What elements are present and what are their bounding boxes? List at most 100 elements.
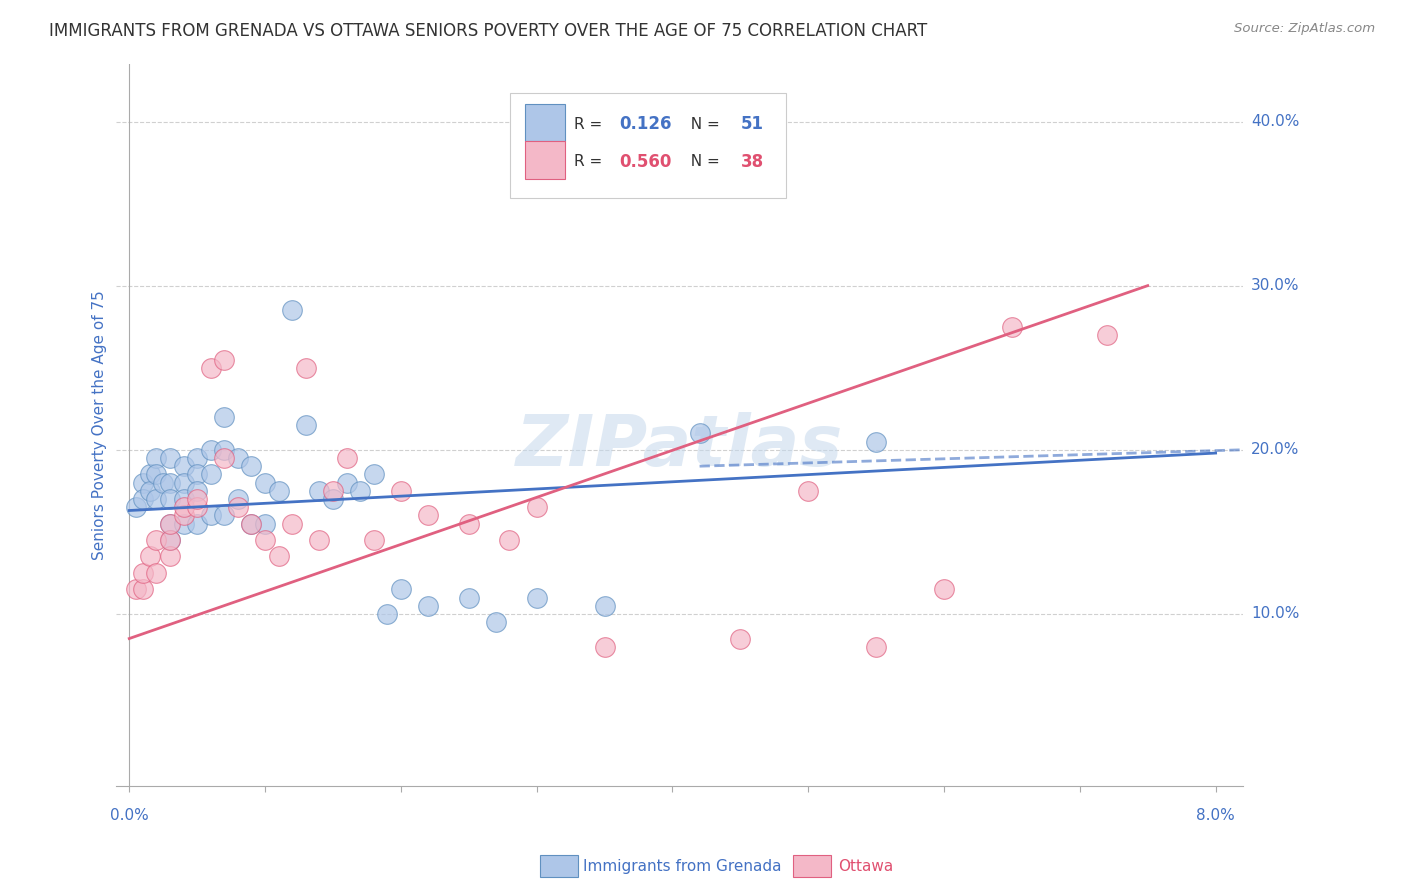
Point — [294, 360, 316, 375]
Point — [349, 483, 371, 498]
Point — [186, 450, 208, 465]
Point — [267, 549, 290, 564]
Text: 10.0%: 10.0% — [1251, 607, 1299, 622]
Point — [186, 491, 208, 506]
Y-axis label: Seniors Poverty Over the Age of 75: Seniors Poverty Over the Age of 75 — [93, 290, 107, 560]
Point — [152, 475, 174, 490]
Point — [159, 516, 181, 531]
FancyBboxPatch shape — [510, 93, 786, 198]
Point — [457, 516, 479, 531]
Text: 0.560: 0.560 — [620, 153, 672, 170]
Point — [363, 533, 385, 547]
Point — [281, 516, 304, 531]
Text: 40.0%: 40.0% — [1251, 114, 1299, 129]
Point — [498, 533, 520, 547]
Point — [294, 418, 316, 433]
Point — [254, 516, 277, 531]
Text: Ottawa: Ottawa — [838, 859, 893, 873]
Point — [689, 426, 711, 441]
Point — [416, 508, 439, 523]
Point — [593, 599, 616, 613]
Point — [254, 533, 277, 547]
Point — [145, 450, 167, 465]
Point — [214, 409, 236, 424]
Text: R =: R = — [575, 117, 607, 131]
Point — [159, 533, 181, 547]
Point — [200, 442, 222, 457]
Point — [932, 582, 955, 597]
Point — [240, 516, 263, 531]
Point — [138, 549, 160, 564]
FancyBboxPatch shape — [524, 103, 565, 141]
Text: 8.0%: 8.0% — [1197, 808, 1234, 823]
Point — [308, 483, 330, 498]
Point — [322, 483, 344, 498]
Point — [173, 500, 195, 515]
Point — [186, 467, 208, 482]
Text: 0.0%: 0.0% — [110, 808, 149, 823]
Point — [159, 516, 181, 531]
Text: 51: 51 — [741, 115, 765, 133]
Point — [173, 475, 195, 490]
Point — [132, 582, 155, 597]
Point — [526, 591, 548, 605]
FancyBboxPatch shape — [793, 855, 831, 877]
Point — [138, 483, 160, 498]
Text: Source: ZipAtlas.com: Source: ZipAtlas.com — [1234, 22, 1375, 36]
Text: 30.0%: 30.0% — [1251, 278, 1299, 293]
Point — [159, 450, 181, 465]
Point — [1001, 319, 1024, 334]
Point — [1095, 327, 1118, 342]
Point — [159, 491, 181, 506]
Point — [389, 582, 412, 597]
Point — [186, 500, 208, 515]
Point — [173, 459, 195, 474]
FancyBboxPatch shape — [540, 855, 578, 877]
Point — [173, 491, 195, 506]
Point — [335, 450, 357, 465]
FancyBboxPatch shape — [524, 141, 565, 179]
Text: N =: N = — [682, 154, 725, 169]
Text: 20.0%: 20.0% — [1251, 442, 1299, 458]
Text: Immigrants from Grenada: Immigrants from Grenada — [583, 859, 782, 873]
Point — [159, 475, 181, 490]
Text: R =: R = — [575, 154, 607, 169]
Point — [186, 483, 208, 498]
Point — [797, 483, 820, 498]
Point — [363, 467, 385, 482]
Point — [375, 607, 398, 621]
Point — [125, 582, 148, 597]
Point — [173, 516, 195, 531]
Point — [145, 533, 167, 547]
Point — [145, 566, 167, 580]
Point — [159, 533, 181, 547]
Point — [145, 467, 167, 482]
Point — [730, 632, 752, 646]
Point — [159, 549, 181, 564]
Point — [226, 450, 249, 465]
Point — [200, 467, 222, 482]
Point — [200, 360, 222, 375]
Point — [865, 434, 887, 449]
Point — [335, 475, 357, 490]
Point — [132, 475, 155, 490]
Point — [214, 508, 236, 523]
Text: ZIPatlas: ZIPatlas — [516, 412, 844, 482]
Point — [457, 591, 479, 605]
Point — [240, 459, 263, 474]
Point — [145, 491, 167, 506]
Point — [200, 508, 222, 523]
Point — [132, 491, 155, 506]
Point — [485, 615, 508, 629]
Point — [226, 491, 249, 506]
Point — [281, 303, 304, 318]
Point — [593, 640, 616, 654]
Point — [173, 508, 195, 523]
Point — [416, 599, 439, 613]
Text: 0.126: 0.126 — [620, 115, 672, 133]
Point — [308, 533, 330, 547]
Text: N =: N = — [682, 117, 725, 131]
Point — [214, 352, 236, 367]
Text: 38: 38 — [741, 153, 765, 170]
Point — [389, 483, 412, 498]
